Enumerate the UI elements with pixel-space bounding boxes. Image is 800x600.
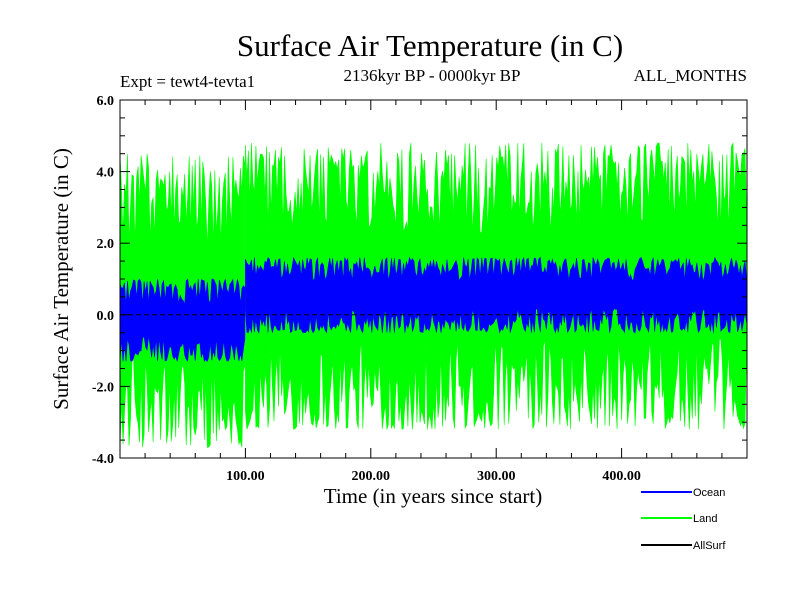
y-tick-label: 0.0 (97, 309, 115, 324)
chart-title: Surface Air Temperature (in C) (237, 28, 623, 63)
x-tick-label: 400.00 (602, 469, 641, 484)
months-label: ALL_MONTHS (634, 66, 747, 85)
legend-label-allsurf: AllSurf (693, 540, 726, 552)
y-tick-label: 4.0 (97, 166, 115, 181)
legend-label-land: Land (693, 513, 717, 525)
x-axis-label: Time (in years since start) (324, 484, 543, 508)
x-tick-label: 200.00 (352, 469, 391, 484)
time-range-label: 2136kyr BP - 0000kyr BP (344, 66, 521, 85)
series-layer (120, 142, 747, 448)
y-tick-label: 6.0 (97, 94, 115, 109)
y-tick-label: -4.0 (92, 452, 114, 467)
x-tick-label: 100.00 (226, 469, 265, 484)
experiment-label: Expt = tewt4-tevta1 (120, 72, 255, 91)
legend: Ocean Land AllSurf (641, 487, 726, 552)
y-tick-label: 2.0 (97, 237, 115, 252)
series-ocean-band-1 (120, 278, 246, 362)
y-axis-label: Surface Air Temperature (in C) (49, 148, 73, 410)
ticks: -4.0 -2.0 0.0 2.0 4.0 6.0 100.00 200.00 300.00 40… (92, 94, 747, 484)
legend-label-ocean: Ocean (693, 487, 725, 499)
x-tick-label: 300.00 (477, 469, 516, 484)
y-tick-label: -2.0 (92, 380, 114, 395)
